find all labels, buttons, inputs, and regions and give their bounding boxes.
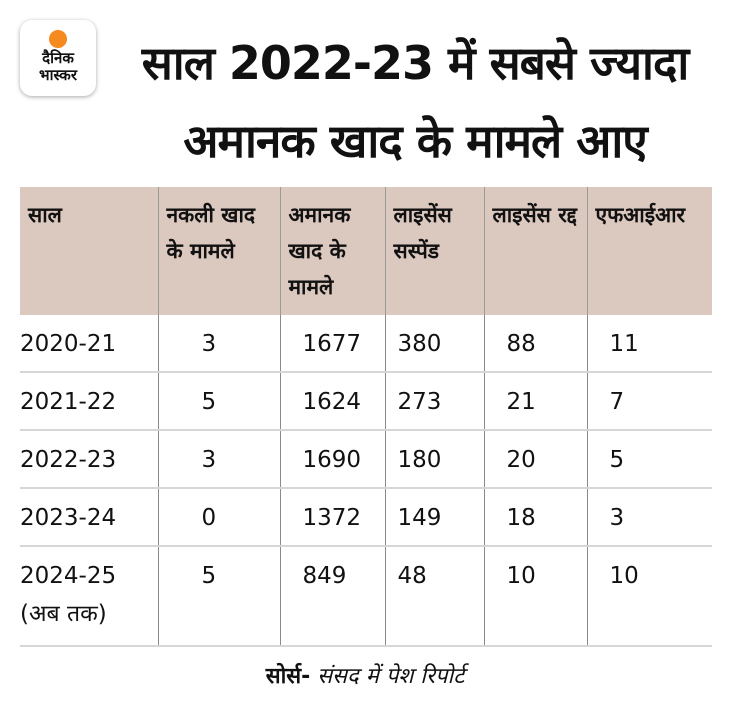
value-cell: 1677 bbox=[279, 315, 385, 373]
value-cell: 7 bbox=[586, 372, 712, 431]
title-line2: अमानक खाद के मामले आए bbox=[183, 114, 647, 168]
table-header-row: साल नकली खाद के मामले अमानक खाद के मामले ला… bbox=[20, 187, 712, 315]
value-cell: 180 bbox=[384, 430, 484, 489]
column-header: साल bbox=[20, 187, 158, 315]
value-cell: 0 bbox=[157, 488, 280, 547]
value-cell: 3 bbox=[157, 430, 280, 489]
sun-icon bbox=[49, 30, 67, 48]
column-header: नकली खाद के मामले bbox=[157, 187, 280, 315]
value-cell: 88 bbox=[483, 315, 587, 373]
column-header: एफआईआर bbox=[586, 187, 712, 315]
value-cell: 1624 bbox=[279, 372, 385, 431]
value-cell: 3 bbox=[586, 488, 712, 547]
year-cell: 2020-21 bbox=[20, 315, 158, 373]
column-header: लाइसेंस रद्द bbox=[483, 187, 587, 315]
value-cell: 10 bbox=[483, 546, 587, 647]
title-line1: साल 2022-23 में सबसे ज्यादा bbox=[141, 36, 690, 90]
source-text: संसद में पेश रिपोर्ट bbox=[317, 664, 465, 689]
column-header: लाइसेंस सस्पेंड bbox=[384, 187, 484, 315]
column-header: अमानक खाद के मामले bbox=[279, 187, 385, 315]
source-note: सोर्स- संसद में पेश रिपोर्ट bbox=[0, 660, 730, 690]
source-label: सोर्स- bbox=[265, 664, 311, 689]
value-cell: 5 bbox=[157, 546, 280, 647]
value-cell: 849 bbox=[279, 546, 385, 647]
table-row: 2022-23 3 1690 180 20 5 bbox=[20, 430, 712, 489]
value-cell: 48 bbox=[384, 546, 484, 647]
value-cell: 273 bbox=[384, 372, 484, 431]
table-row: 2023-24 0 1372 149 18 3 bbox=[20, 488, 712, 547]
value-cell: 10 bbox=[586, 546, 712, 647]
logo-text-line1: दैनिक bbox=[42, 49, 74, 67]
page-title: साल 2022-23 में सबसे ज्यादा अमानक खाद के… bbox=[110, 24, 720, 180]
year-cell: 2024-25 (अब तक) bbox=[20, 546, 158, 647]
table-row: 2024-25 (अब तक) 5 849 48 10 10 bbox=[20, 546, 712, 647]
value-cell: 21 bbox=[483, 372, 587, 431]
value-cell: 1690 bbox=[279, 430, 385, 489]
value-cell: 1372 bbox=[279, 488, 385, 547]
value-cell: 20 bbox=[483, 430, 587, 489]
year-cell: 2023-24 bbox=[20, 488, 158, 547]
year-cell: 2022-23 bbox=[20, 430, 158, 489]
table-row: 2020-21 3 1677 380 88 11 bbox=[20, 315, 712, 373]
table-row: 2021-22 5 1624 273 21 7 bbox=[20, 372, 712, 431]
value-cell: 18 bbox=[483, 488, 587, 547]
value-cell: 5 bbox=[157, 372, 280, 431]
year-cell: 2021-22 bbox=[20, 372, 158, 431]
value-cell: 11 bbox=[586, 315, 712, 373]
logo-text-line2: भास्कर bbox=[39, 66, 77, 84]
value-cell: 5 bbox=[586, 430, 712, 489]
data-table: साल नकली खाद के मामले अमानक खाद के मामले ला… bbox=[20, 187, 712, 647]
value-cell: 380 bbox=[384, 315, 484, 373]
dainik-bhaskar-logo: दैनिक भास्कर bbox=[20, 20, 96, 96]
value-cell: 3 bbox=[157, 315, 280, 373]
value-cell: 149 bbox=[384, 488, 484, 547]
